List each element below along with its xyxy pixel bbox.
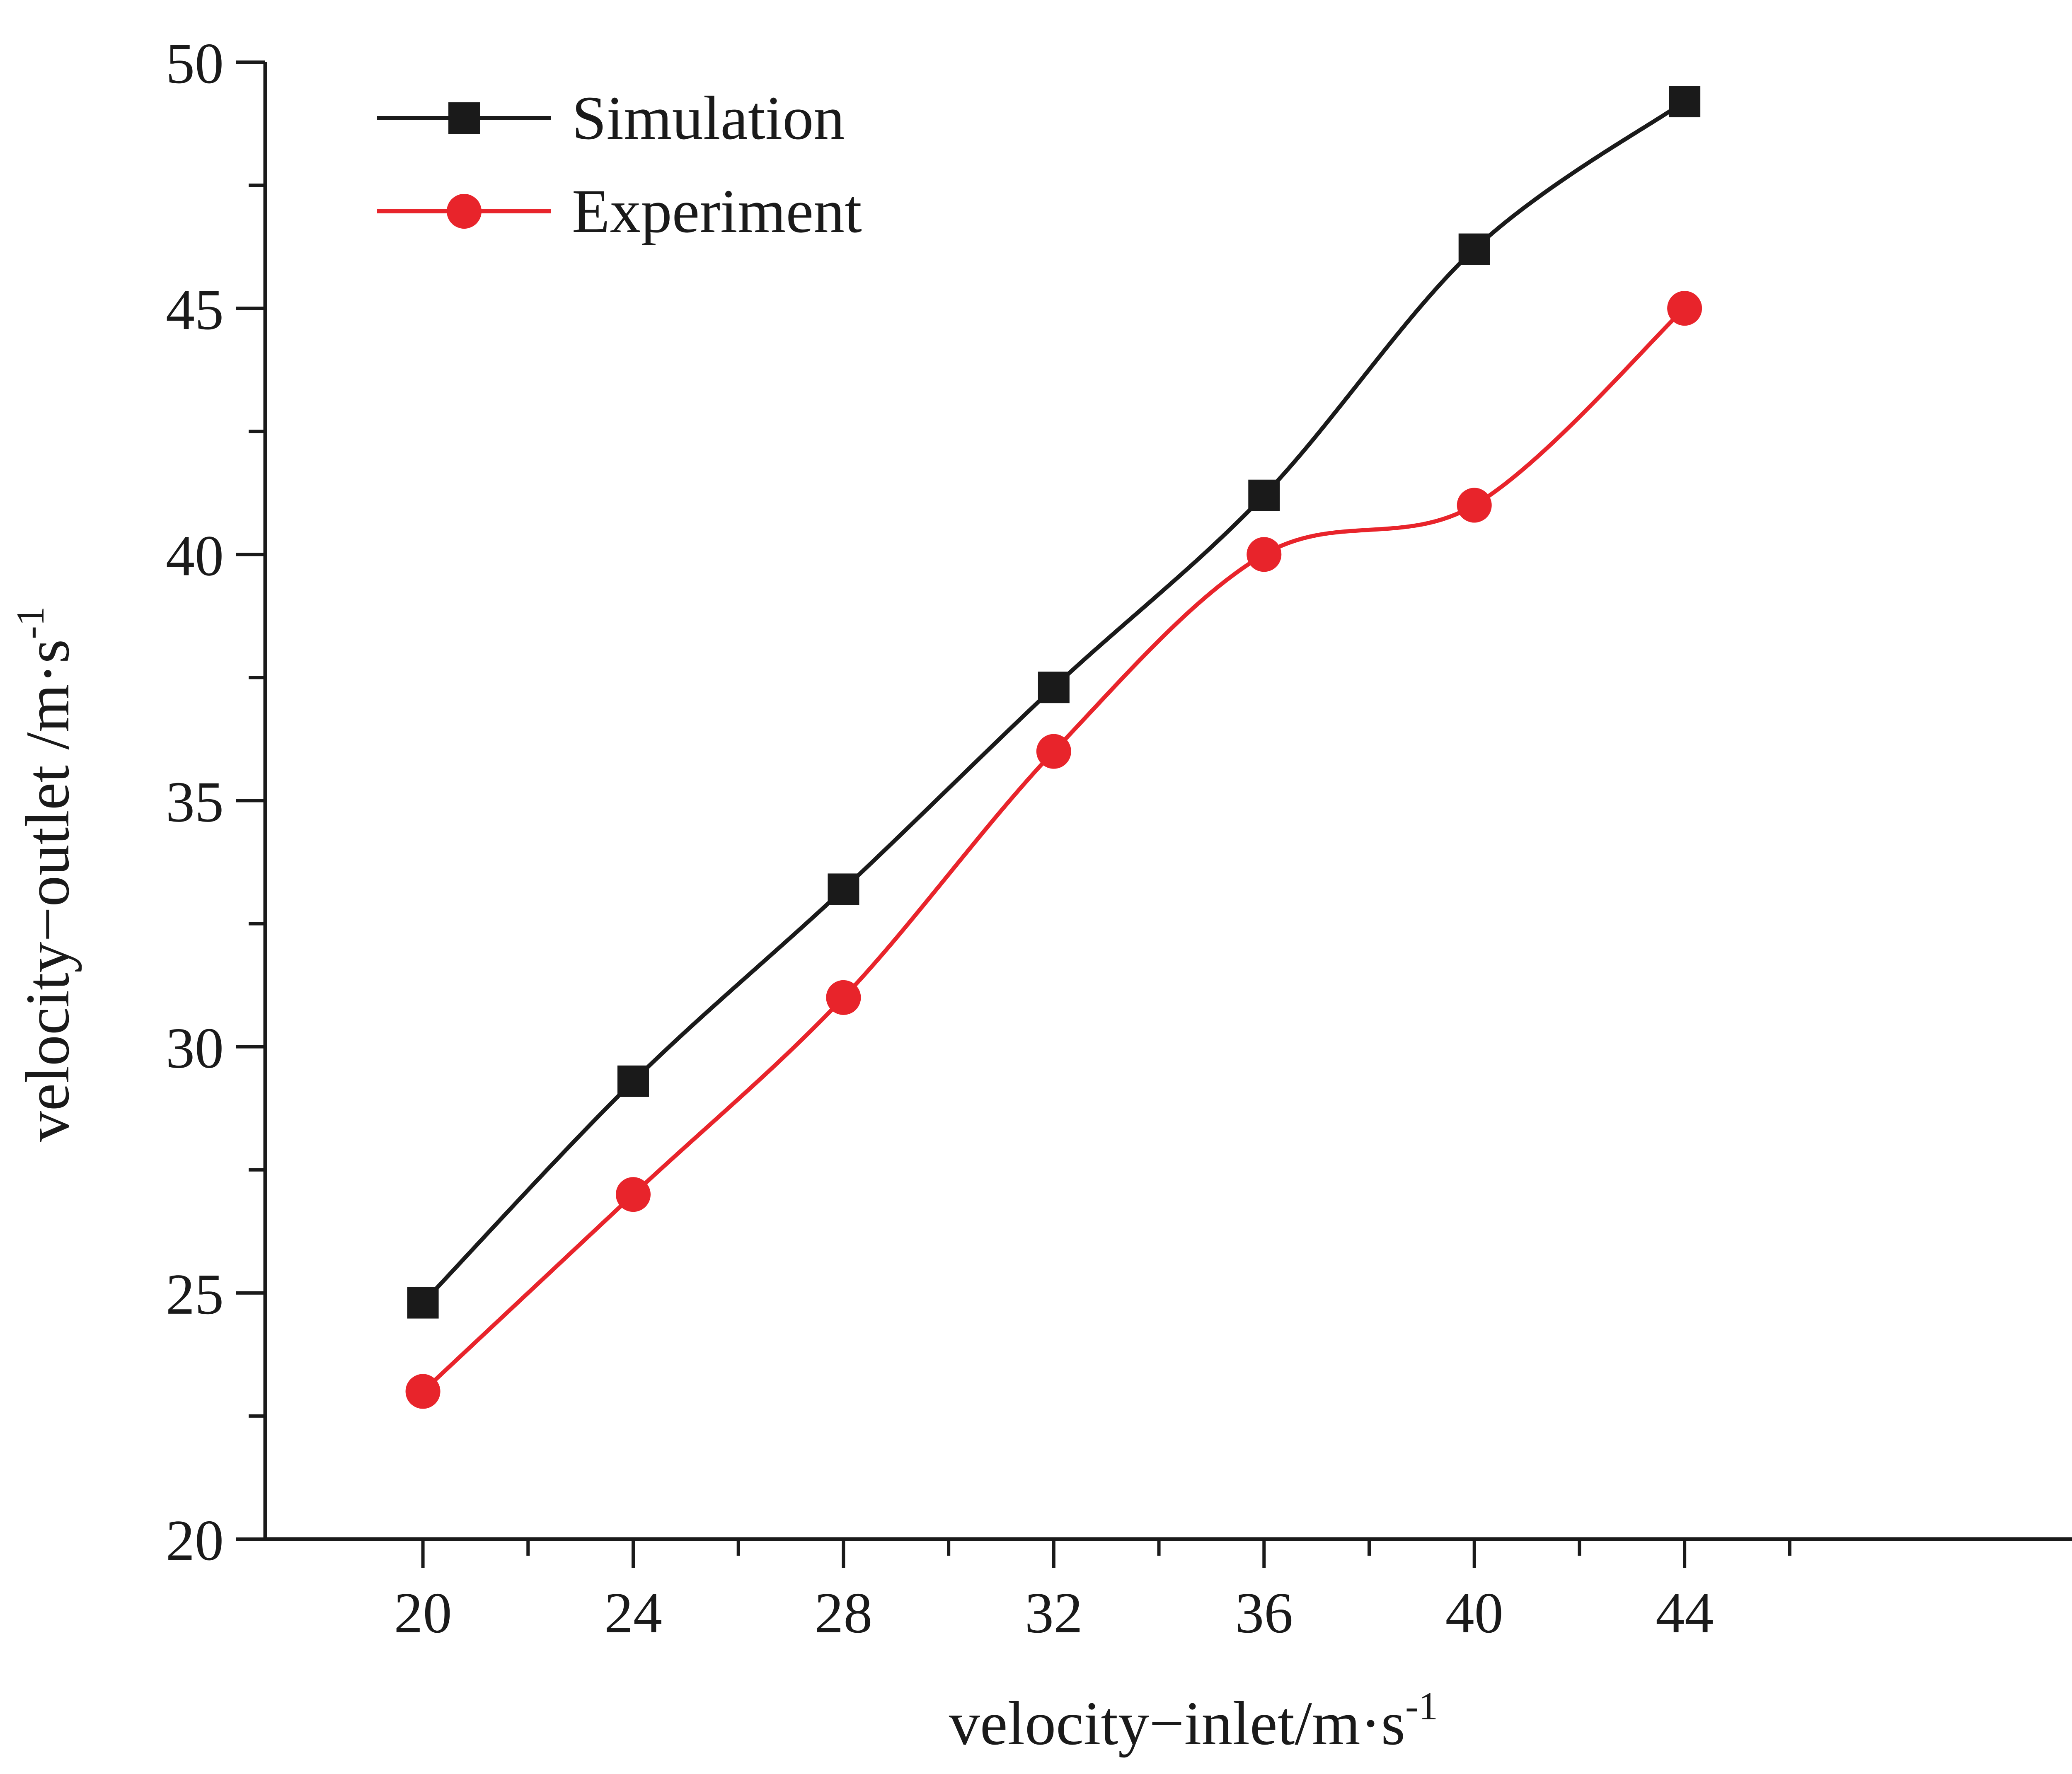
x-tick-label: 40 [1445,1581,1503,1645]
legend-label-simulation: Simulation [572,84,845,152]
y-tick-label: 50 [166,31,224,96]
x-tick-label: 24 [604,1581,662,1645]
data-point-simulation [1248,479,1280,511]
series-experiment [405,291,1702,1409]
x-axis-title: velocity−inlet/m·s-1 [949,1684,1438,1758]
y-tick-label: 45 [166,278,224,342]
data-point-experiment [826,980,861,1015]
data-point-simulation [1669,86,1701,118]
legend-item-experiment: Experiment [377,177,862,246]
y-axis-ticks: 20 25 30 35 40 45 50 [166,31,265,1573]
data-point-experiment [616,1177,651,1212]
y-tick-label: 20 [166,1508,224,1573]
legend: Simulation Experiment [377,84,862,246]
x-tick-label: 44 [1656,1581,1714,1645]
y-axis-title: velocity−outlet /m·s-1 [8,607,82,1142]
series-simulation [407,86,1701,1319]
data-point-simulation [1038,672,1070,703]
data-point-simulation [1458,233,1490,265]
data-point-experiment [1667,291,1702,326]
x-tick-label: 32 [1025,1581,1083,1645]
series-layer [405,86,1702,1409]
data-point-experiment [1247,537,1282,572]
legend-marker-simulation [448,102,480,134]
x-tick-label: 36 [1235,1581,1293,1645]
data-point-experiment [1457,488,1492,523]
data-point-simulation [407,1287,439,1319]
legend-item-simulation: Simulation [377,84,845,152]
x-tick-label: 28 [814,1581,872,1645]
x-tick-label: 20 [394,1581,452,1645]
x-axis-ticks: 20 24 28 32 36 40 44 [394,1539,1791,1645]
y-tick-label: 40 [166,524,224,588]
y-tick-label: 30 [166,1016,224,1080]
legend-marker-experiment [447,194,482,229]
axes [263,62,2072,1541]
legend-label-experiment: Experiment [572,177,862,246]
data-point-experiment [405,1374,441,1409]
y-tick-label: 35 [166,770,224,834]
data-point-simulation [828,873,859,905]
series-line-experiment [421,307,1686,1393]
y-tick-label: 25 [166,1262,224,1327]
data-point-experiment [1036,734,1071,769]
data-point-simulation [617,1065,649,1097]
